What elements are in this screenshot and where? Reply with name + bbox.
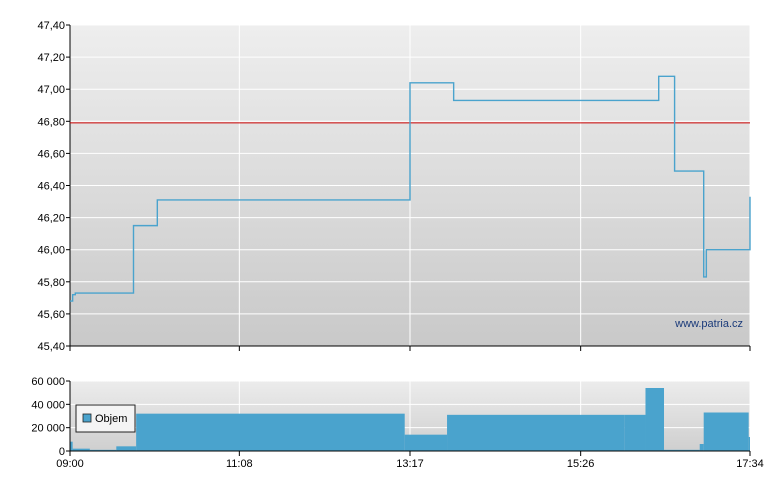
volume-y-tick-label: 40 000 [31,399,65,411]
price-y-tick-label: 47,00 [37,84,65,96]
volume-bar [72,448,90,451]
volume-y-tick-label: 0 [59,446,65,458]
volume-legend: Objem [75,404,136,433]
price-y-tick-label: 46,20 [37,213,65,225]
volume-bar [703,412,749,451]
price-grid [69,24,751,347]
price-y-tick-label: 47,20 [37,52,65,64]
volume-y-tick-label: 60 000 [31,376,65,388]
volume-x-tick-label: 09:00 [56,458,84,470]
volume-bar [116,446,137,451]
price-y-tick-label: 46,60 [37,148,65,160]
volume-bar [70,441,73,451]
volume-x-tick-label: 15:26 [567,458,595,470]
volume-bar [624,414,646,451]
price-y-tick-label: 45,60 [37,309,65,321]
volume-bar [748,437,750,451]
volume-bar [447,414,625,451]
volume-bar [699,444,704,451]
volume-x-axis: 09:00 11:08 13:17 15:26 17:34 [56,451,764,470]
price-y-tick-label: 47,40 [37,20,65,32]
legend-label: Objem [95,413,127,425]
price-y-tick-label: 45,40 [37,341,65,353]
watermark-text: www.patria.cz [674,318,743,330]
price-y-tick-label: 46,00 [37,245,65,257]
legend-swatch [82,413,92,423]
volume-y-tick-label: 20 000 [31,423,65,435]
price-y-tick-label: 46,40 [37,181,65,193]
volume-bar [136,413,405,451]
volume-bar [645,388,665,451]
price-y-tick-label: 45,80 [37,277,65,289]
price-x-axis-ticks [69,346,751,351]
volume-bar [664,449,700,451]
volume-x-tick-label: 11:08 [226,458,253,470]
price-y-axis: 45,40 45,60 45,80 46,00 46,20 46,40 46,60 46,80… [37,20,750,353]
price-series-line [70,75,751,302]
volume-bar [89,449,117,451]
volume-x-tick-label: 13:17 [396,458,424,470]
price-y-tick-label: 46,80 [37,116,65,128]
volume-x-tick-label: 17:34 [736,458,764,470]
volume-bars [70,388,750,451]
volume-bar [404,434,448,451]
